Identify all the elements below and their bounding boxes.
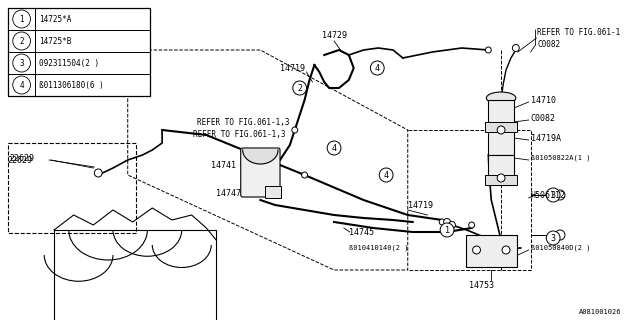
Circle shape xyxy=(547,231,560,245)
Text: 14719A: 14719A xyxy=(531,133,561,142)
Circle shape xyxy=(502,246,510,254)
Circle shape xyxy=(555,190,565,200)
Text: 2: 2 xyxy=(19,36,24,45)
Text: 14710: 14710 xyxy=(531,95,556,105)
Text: C0082: C0082 xyxy=(538,39,561,49)
Bar xyxy=(8,143,136,233)
Circle shape xyxy=(485,47,492,53)
Text: 1: 1 xyxy=(19,14,24,23)
Bar xyxy=(8,74,150,96)
Circle shape xyxy=(497,174,505,182)
Circle shape xyxy=(13,10,31,28)
Text: 14719: 14719 xyxy=(280,63,305,73)
Text: 1: 1 xyxy=(445,226,449,235)
Text: 14729: 14729 xyxy=(321,30,347,39)
Circle shape xyxy=(440,223,454,237)
Circle shape xyxy=(468,222,475,228)
Text: 22629: 22629 xyxy=(10,154,35,163)
Text: 2: 2 xyxy=(297,84,302,92)
Circle shape xyxy=(472,246,481,254)
Bar xyxy=(266,186,281,198)
Bar xyxy=(8,30,150,52)
Circle shape xyxy=(292,127,298,133)
Circle shape xyxy=(301,172,308,178)
Circle shape xyxy=(327,141,341,155)
FancyBboxPatch shape xyxy=(466,235,517,267)
Text: 14719: 14719 xyxy=(408,201,433,210)
Text: 3: 3 xyxy=(19,59,24,68)
Text: 4: 4 xyxy=(19,81,24,90)
Text: 14753: 14753 xyxy=(469,281,494,290)
Circle shape xyxy=(547,188,560,202)
Text: C0082: C0082 xyxy=(531,114,556,123)
Text: 3: 3 xyxy=(550,234,556,243)
Circle shape xyxy=(449,221,456,228)
Text: ß01050822A(1 ): ß01050822A(1 ) xyxy=(531,155,590,161)
Circle shape xyxy=(439,219,445,225)
Ellipse shape xyxy=(486,92,516,104)
Bar xyxy=(485,175,517,185)
Text: 22629: 22629 xyxy=(8,156,33,164)
Circle shape xyxy=(371,61,384,75)
Text: 4: 4 xyxy=(375,63,380,73)
Bar xyxy=(8,8,150,30)
Text: 14741: 14741 xyxy=(211,161,236,170)
Text: REFER TO FIG.061-1: REFER TO FIG.061-1 xyxy=(538,28,621,36)
Bar xyxy=(8,8,150,96)
Polygon shape xyxy=(243,150,278,164)
Text: 14725*A: 14725*A xyxy=(39,14,72,23)
Text: 14725*B: 14725*B xyxy=(39,36,72,45)
Circle shape xyxy=(444,219,451,226)
Text: REFER TO FIG.061-1,3: REFER TO FIG.061-1,3 xyxy=(196,117,289,126)
Circle shape xyxy=(555,230,565,240)
Text: 4: 4 xyxy=(332,143,337,153)
Circle shape xyxy=(94,169,102,177)
Text: 3: 3 xyxy=(550,190,556,199)
Text: A081001026: A081001026 xyxy=(579,309,621,315)
Bar xyxy=(488,100,514,155)
Circle shape xyxy=(380,168,393,182)
Text: ß010410140(2 ): ß010410140(2 ) xyxy=(349,245,408,251)
Text: ß011306180(6 ): ß011306180(6 ) xyxy=(39,81,104,90)
Circle shape xyxy=(292,81,307,95)
Circle shape xyxy=(13,76,31,94)
Circle shape xyxy=(497,126,505,134)
Bar xyxy=(8,52,150,74)
Text: 14747: 14747 xyxy=(216,188,241,197)
FancyBboxPatch shape xyxy=(241,148,280,197)
Bar xyxy=(488,155,514,185)
Text: 14745: 14745 xyxy=(349,228,374,236)
Circle shape xyxy=(13,32,31,50)
Text: 092311504(2 ): 092311504(2 ) xyxy=(39,59,99,68)
Text: REFER TO FIG.061-1,3: REFER TO FIG.061-1,3 xyxy=(193,130,285,139)
Text: ß01050840D(2 ): ß01050840D(2 ) xyxy=(531,245,590,251)
Text: 4: 4 xyxy=(383,171,388,180)
Text: H506112: H506112 xyxy=(531,190,566,199)
Circle shape xyxy=(513,44,519,52)
Circle shape xyxy=(13,54,31,72)
Bar xyxy=(485,122,517,132)
